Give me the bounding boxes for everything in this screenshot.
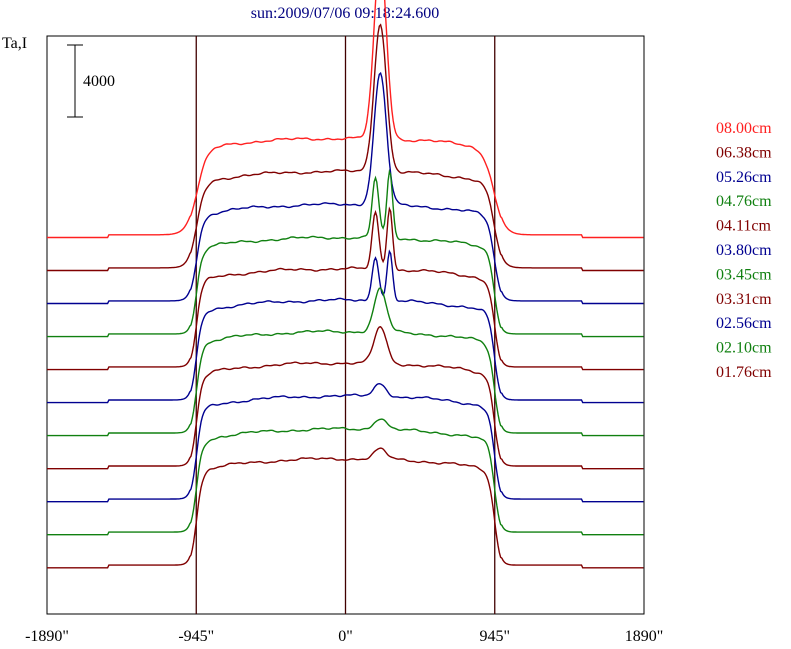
reference-lines [195, 36, 496, 614]
y-axis-label: Ta,I [2, 35, 27, 52]
legend-entry: 03.80cm [716, 242, 772, 259]
series-line-03.45cm [47, 287, 644, 437]
series-line-08.00cm [47, 0, 644, 239]
legend-entry: 08.00cm [716, 120, 772, 137]
legend-entry: 02.10cm [716, 340, 772, 357]
series-line-04.76cm [47, 168, 644, 338]
x-tick-label: 0" [338, 628, 353, 645]
series-lines [47, 0, 644, 569]
legend-entry: 02.56cm [716, 315, 772, 332]
legend: 08.00cm 06.38cm 05.26cm 04.76cm 04.11cm 03.80… [716, 120, 772, 381]
legend-entry: 05.26cm [716, 169, 772, 186]
legend-entry: 06.38cm [716, 144, 772, 161]
series-line-02.10cm [47, 418, 644, 536]
x-tick-label: 945" [479, 628, 510, 645]
legend-entry: 01.76cm [716, 364, 772, 381]
chart-title: sun:2009/07/06 09:18:24.600 [251, 5, 439, 22]
scale-bar-label: 4000 [83, 73, 115, 90]
series-line-06.38cm [47, 23, 644, 272]
series-line-03.80cm [47, 249, 644, 404]
legend-entry: 04.76cm [716, 193, 772, 210]
series-line-05.26cm [47, 71, 644, 305]
x-tick-label: -945" [178, 628, 214, 645]
scale-bar: 4000 [67, 44, 115, 118]
x-tick-label: -1890" [25, 628, 69, 645]
x-tick-labels: -1890" -945" 0" 945" 1890" [25, 628, 663, 645]
series-line-03.31cm [47, 326, 644, 470]
legend-entry: 03.45cm [716, 266, 772, 283]
series-line-02.56cm [47, 382, 644, 503]
legend-entry: 03.31cm [716, 291, 772, 308]
series-line-04.11cm [47, 206, 644, 371]
series-line-01.76cm [47, 447, 644, 569]
x-tick-label: 1890" [625, 628, 664, 645]
legend-entry: 04.11cm [716, 218, 772, 235]
